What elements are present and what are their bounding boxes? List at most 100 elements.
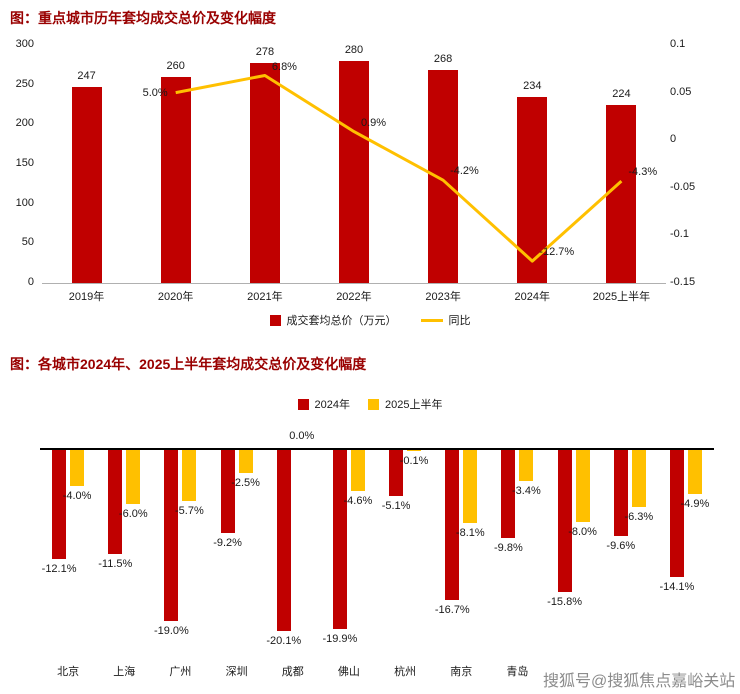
- right-axis-tick: -0.15: [670, 276, 696, 288]
- bar-label-2025: -6.0%: [118, 508, 148, 520]
- bar-label-2025: -6.3%: [624, 510, 654, 523]
- bar-value-label: 268: [433, 53, 453, 66]
- category-label: 佛山: [337, 666, 360, 678]
- bar-2024-col-2: [164, 450, 179, 621]
- bar-2025-col-5: [350, 450, 365, 492]
- bar-label-2024: -11.5%: [98, 557, 133, 570]
- legend-item-1: 2025上半年: [368, 396, 442, 412]
- bar-value-label: 260: [166, 59, 185, 72]
- left-axis-tick: 0: [27, 276, 34, 288]
- category-label: 杭州: [394, 666, 417, 678]
- bar-label-2024: -20.1%: [266, 634, 302, 647]
- x-axis-label: 2021年: [247, 291, 283, 303]
- bar-2025-col-1: [126, 450, 141, 504]
- bar-2024-col-1: [108, 450, 123, 554]
- price-bar-col-2: [249, 62, 280, 283]
- bar-2024-col-4: [276, 450, 291, 631]
- right-axis-tick: 0: [670, 133, 677, 146]
- right-axis-tick: -0.1: [670, 228, 689, 241]
- bar-value-label: 234: [523, 80, 542, 93]
- left-axis-tick: 50: [21, 236, 34, 249]
- bar-label-2025: -4.6%: [343, 495, 373, 508]
- legend-item-1: 同比: [420, 312, 471, 328]
- zero-axis-line: [40, 448, 714, 450]
- legend-label: 同比: [448, 315, 471, 327]
- x-axis-label: 2020年: [157, 291, 194, 303]
- left-axis-tick: 200: [15, 117, 34, 130]
- bar-value-label: 280: [344, 43, 364, 56]
- category-label: 成都: [281, 666, 304, 678]
- x-axis-label: 2023年: [425, 291, 461, 303]
- x-axis-label: 2022年: [336, 291, 372, 303]
- left-axis-tick: 300: [15, 38, 34, 50]
- bar-label-2025: -8.1%: [455, 526, 485, 539]
- legend-square-swatch: [368, 398, 379, 410]
- left-axis-tick: 100: [15, 196, 34, 209]
- bar-label-2024: -9.2%: [213, 536, 242, 549]
- price-bar-col-6: [606, 105, 637, 283]
- left-axis-tick: 150: [15, 157, 34, 169]
- bar-value-label: 278: [255, 45, 275, 58]
- bar-2025-col-11: [687, 450, 702, 495]
- bar-2025-col-0: [70, 450, 85, 486]
- x-axis-label: 2019年: [68, 291, 105, 303]
- legend-label: 2025上半年: [385, 399, 443, 411]
- bar-label-2024: -9.6%: [606, 540, 636, 553]
- chart2-title: 图：各城市2024年、2025上半年套均成交总价及变化幅度: [10, 356, 367, 372]
- line-value-label: 6.8%: [271, 60, 297, 73]
- legend-label: 成交套均总价（万元）: [286, 315, 397, 327]
- bar-label-2024: -19.9%: [322, 633, 358, 646]
- chart2-legend: 2024年 2025上半年: [0, 396, 740, 412]
- line-value-label: 5.0%: [142, 86, 168, 99]
- bar-value-label: 224: [612, 88, 631, 101]
- price-bar-col-3: [339, 60, 369, 283]
- bar-label-2024: -12.1%: [41, 562, 77, 575]
- bar-label-2025: -2.5%: [231, 476, 260, 489]
- chart1-title: 图：重点城市历年套均成交总价及变化幅度: [10, 10, 276, 26]
- bar-2025-col-2: [182, 450, 197, 502]
- bar-2025-col-6: [407, 450, 422, 451]
- line-value-label: -12.7%: [539, 246, 575, 259]
- bar-2024-col-5: [332, 450, 347, 630]
- chart1-legend: 成交套均总价（万元） 同比: [0, 312, 740, 328]
- bar-label-2025: 0.0%: [289, 430, 315, 442]
- right-axis-tick: 0.05: [670, 85, 692, 98]
- bar-label-2024: -9.8%: [494, 542, 523, 555]
- bar-2025-col-9: [575, 450, 590, 522]
- yoy-polyline: [175, 74, 623, 263]
- bar-2025-col-10: [631, 450, 646, 507]
- bar-2024-col-8: [501, 450, 516, 539]
- bar-label-2025: -3.4%: [512, 484, 541, 497]
- x-axis-line: [42, 283, 666, 284]
- bar-2024-col-0: [52, 450, 67, 559]
- category-label: 青岛: [506, 666, 529, 678]
- category-label: 上海: [113, 666, 136, 678]
- category-label: 南京: [450, 666, 473, 678]
- bar-2024-col-7: [445, 450, 460, 601]
- bar-value-label: 247: [77, 70, 96, 82]
- bar-label-2025: -0.1%: [399, 454, 429, 467]
- bar-2025-col-3: [238, 450, 253, 473]
- price-bar-col-0: [71, 87, 102, 283]
- bar-label-2024: -5.1%: [381, 499, 411, 512]
- watermark: 搜狐号@搜狐焦点嘉峪关站: [543, 673, 736, 690]
- legend-item-0: 2024年: [297, 396, 350, 412]
- price-bar-col-1: [160, 76, 191, 283]
- left-axis-tick: 250: [15, 77, 34, 90]
- bar-label-2024: -19.0%: [153, 625, 189, 637]
- bar-2024-col-3: [220, 450, 235, 533]
- bar-2024-col-9: [557, 450, 572, 593]
- bar-label-2024: -16.7%: [434, 604, 470, 617]
- price-bar-col-4: [428, 70, 459, 283]
- category-label: 广州: [169, 666, 192, 678]
- right-axis-tick: -0.05: [670, 180, 696, 193]
- legend-square-swatch: [269, 314, 281, 326]
- bar-label-2025: -5.7%: [175, 505, 204, 518]
- legend-item-0: 成交套均总价（万元）: [269, 312, 397, 328]
- x-axis-label: 2024年: [514, 291, 550, 303]
- bar-2024-col-11: [669, 450, 684, 577]
- x-axis-label: 2025上半年: [592, 291, 651, 303]
